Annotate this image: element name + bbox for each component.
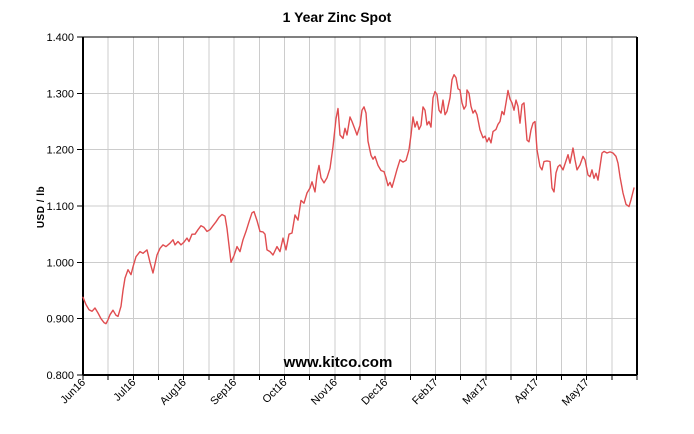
x-tick-label: Nov16 xyxy=(309,377,340,408)
y-axis-title: USD / lb xyxy=(36,186,47,228)
y-tick-label: 1.000 xyxy=(46,257,74,269)
chart-title: 1 Year Zinc Spot xyxy=(283,9,392,25)
x-tick-label: Sep16 xyxy=(208,377,239,408)
x-tick-label: Feb17 xyxy=(410,377,441,408)
x-tick-label: May17 xyxy=(560,377,592,409)
y-tick-label: 1.400 xyxy=(46,32,74,44)
y-tick-label: 1.300 xyxy=(46,88,74,100)
y-tick-label: 0.800 xyxy=(46,370,74,382)
x-tick-label: Aug16 xyxy=(158,377,189,408)
price-line-group xyxy=(82,73,635,325)
y-axis-labels: 0.800 0.900 1.000 1.100 1.200 1.300 1.400 xyxy=(46,32,74,382)
axis-ticks xyxy=(77,36,638,380)
y-tick-label: 0.900 xyxy=(46,314,74,326)
x-tick-label: Apr17 xyxy=(512,377,541,406)
x-tick-label: Mar17 xyxy=(460,377,491,408)
x-axis-labels: Jun16 Jul16 Aug16 Sep16 Oct16 Nov16 Dec16 Feb17… xyxy=(58,377,591,409)
y-tick-label: 1.200 xyxy=(46,145,74,157)
x-tick-label: Jul16 xyxy=(111,377,138,404)
kitco-watermark: www.kitco.com xyxy=(283,354,393,371)
x-tick-label: Oct16 xyxy=(260,377,289,406)
y-tick-label: 1.100 xyxy=(46,201,74,213)
x-tick-label: Dec16 xyxy=(359,377,390,408)
gridlines xyxy=(83,37,637,375)
price-line xyxy=(82,73,635,325)
